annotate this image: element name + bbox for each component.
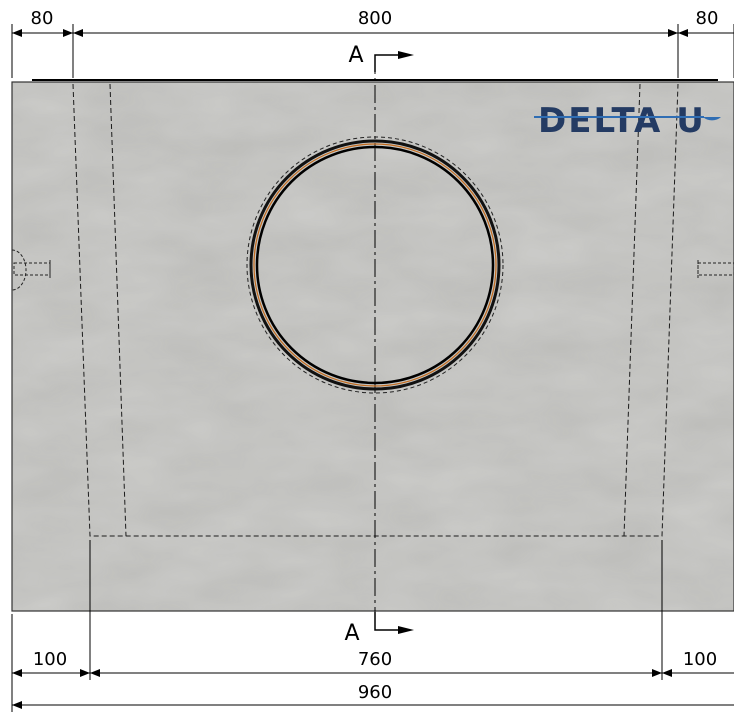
section-label: A — [344, 621, 359, 646]
bottom-dimension — [11, 540, 734, 712]
pipe-opening — [246, 136, 504, 394]
dimension-label: 80 — [696, 8, 719, 29]
top-dimension — [11, 24, 734, 78]
dimension-label: 100 — [33, 649, 67, 670]
dimension-label: 760 — [358, 649, 392, 670]
dimension-label: 100 — [683, 649, 717, 670]
lifting-anchor-left — [11, 249, 51, 291]
dimension-label: 960 — [358, 682, 392, 703]
delta-u-logo: DELTA U — [534, 101, 721, 141]
dimension-label: 800 — [358, 8, 392, 29]
lifting-anchor-right — [697, 260, 734, 278]
section-mark-top: A — [348, 43, 414, 72]
hidden-channel-outline — [72, 83, 679, 537]
section-mark-bottom: A — [344, 612, 414, 646]
concrete-panel — [11, 79, 734, 612]
logo-text: DELTA U — [538, 101, 706, 141]
dimension-label: 80 — [31, 8, 54, 29]
section-label: A — [348, 43, 363, 68]
